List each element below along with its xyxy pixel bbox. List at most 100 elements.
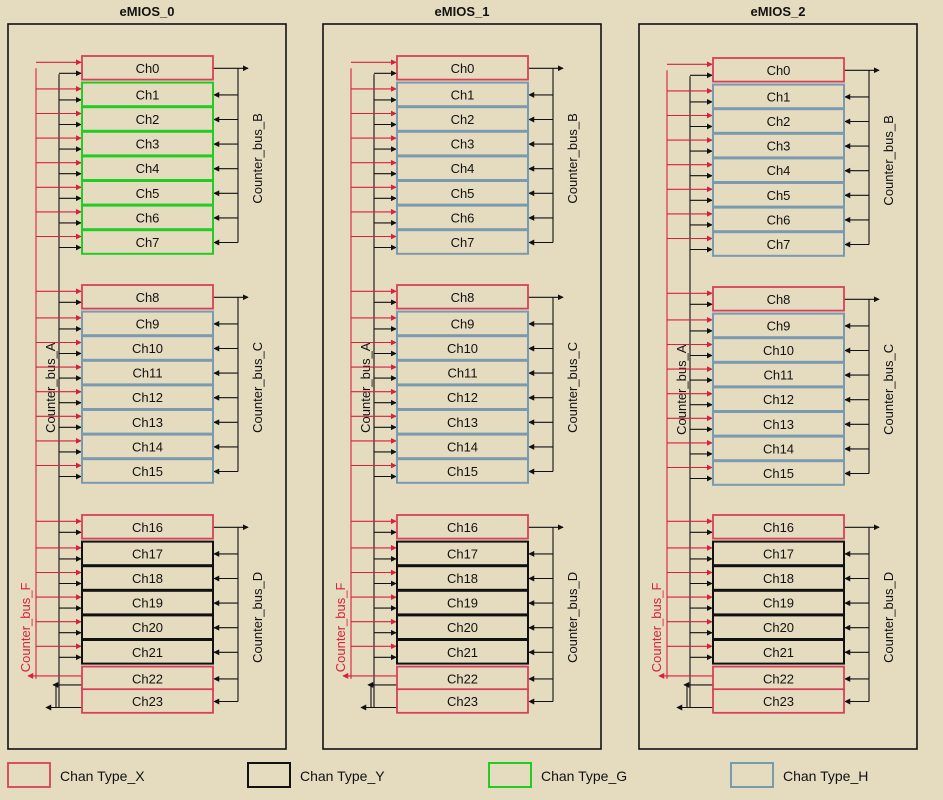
bus-c-label: Counter_bus_C xyxy=(881,344,896,435)
channel-cell xyxy=(712,182,845,208)
channel-label: Ch7 xyxy=(451,235,475,250)
channel-label: Ch19 xyxy=(763,596,794,611)
channel-label: Ch18 xyxy=(447,571,478,586)
channel-label: Ch15 xyxy=(763,466,794,481)
channel-cell xyxy=(396,458,529,484)
legend-swatch xyxy=(488,762,532,788)
legend-item: Chan Type_G xyxy=(488,762,627,788)
channel-label: Ch14 xyxy=(763,441,794,456)
channel-label: Ch0 xyxy=(767,63,791,78)
channel-cell xyxy=(81,55,214,81)
channel-cell xyxy=(81,180,214,206)
bus-f-label: Counter_bus_F xyxy=(649,583,664,673)
channel-label: Ch4 xyxy=(767,163,791,178)
channel-cell xyxy=(81,514,214,540)
legend-label: Chan Type_H xyxy=(783,768,868,784)
channel-cell xyxy=(712,157,845,183)
module-frame xyxy=(638,23,918,750)
bus-f-label: Counter_bus_F xyxy=(333,583,348,673)
channel-cell xyxy=(712,540,845,567)
bus-d-label: Counter_bus_D xyxy=(565,572,580,663)
channel-label: Ch22 xyxy=(763,671,794,686)
channel-label: Ch14 xyxy=(447,439,478,454)
channel-label: Ch11 xyxy=(132,366,162,381)
channel-label: Ch10 xyxy=(132,341,163,356)
channel-label: Ch21 xyxy=(132,645,163,660)
channel-label: Ch21 xyxy=(447,645,478,660)
channel-label: Ch12 xyxy=(447,390,478,405)
channel-label: Ch13 xyxy=(132,415,163,430)
channel-cell xyxy=(396,81,529,108)
channel-label: Ch17 xyxy=(132,546,163,561)
channel-label: Ch17 xyxy=(447,546,478,561)
channel-label: Ch1 xyxy=(767,89,791,104)
bus-c-label: Counter_bus_C xyxy=(565,342,580,433)
channel-cell xyxy=(396,284,529,310)
channel-cell xyxy=(81,688,214,714)
legend-item: Chan Type_Y xyxy=(247,762,385,788)
channel-cell xyxy=(712,514,845,540)
channel-label: Ch11 xyxy=(763,368,793,383)
channel-cell xyxy=(712,108,845,134)
channel-label: Ch23 xyxy=(763,694,794,709)
channel-label: Ch0 xyxy=(451,61,475,76)
channel-cell xyxy=(81,229,214,255)
channel-label: Ch22 xyxy=(447,671,478,686)
bus-d-label: Counter_bus_D xyxy=(250,572,265,663)
channel-label: Ch4 xyxy=(136,161,160,176)
channel-label: Ch7 xyxy=(136,235,160,250)
channel-label: Ch9 xyxy=(136,316,160,331)
module-frame xyxy=(7,23,287,750)
channel-cell xyxy=(712,639,845,665)
channel-cell xyxy=(396,55,529,81)
bus-a-label: Counter_bus_A xyxy=(43,342,58,433)
channel-cell xyxy=(712,286,845,312)
channel-label: Ch18 xyxy=(132,571,163,586)
channel-label: Ch16 xyxy=(132,520,163,535)
bus-a-label: Counter_bus_A xyxy=(674,344,689,435)
module-title: eMIOS_1 xyxy=(435,4,490,19)
module-2: eMIOS_2 Counter_bus_F Counter_bus_A Counter… xyxy=(638,4,918,750)
channel-label: Ch13 xyxy=(447,415,478,430)
bus-d-label: Counter_bus_D xyxy=(881,572,896,663)
channel-label: Ch5 xyxy=(767,188,791,203)
channel-label: Ch16 xyxy=(763,520,794,535)
channel-cell xyxy=(396,639,529,665)
legend-swatch xyxy=(247,762,291,788)
channel-label: Ch5 xyxy=(451,186,475,201)
channel-label: Ch2 xyxy=(136,112,160,127)
channel-cell xyxy=(81,81,214,108)
bus-b-label: Counter_bus_B xyxy=(250,113,265,203)
channel-label: Ch11 xyxy=(447,366,477,381)
channel-label: Ch8 xyxy=(451,290,475,305)
channel-label: Ch19 xyxy=(132,596,163,611)
channel-label: Ch2 xyxy=(767,114,791,129)
channel-label: Ch18 xyxy=(763,571,794,586)
channel-label: Ch13 xyxy=(763,417,794,432)
channel-cell xyxy=(712,83,845,110)
channel-cell xyxy=(396,589,529,616)
channel-cell xyxy=(396,688,529,714)
legend-label: Chan Type_X xyxy=(60,768,145,784)
channel-cell xyxy=(396,540,529,567)
legend-label: Chan Type_G xyxy=(541,768,627,784)
channel-label: Ch0 xyxy=(136,61,160,76)
channel-label: Ch23 xyxy=(132,694,163,709)
channel-label: Ch6 xyxy=(767,212,791,227)
channel-label: Ch15 xyxy=(132,464,163,479)
channel-label: Ch3 xyxy=(136,137,160,152)
channel-label: Ch8 xyxy=(767,292,791,307)
channel-cell xyxy=(712,589,845,616)
channel-cell xyxy=(81,106,214,132)
module-0: eMIOS_0 Counter_bus_F Counter_bus_A Counter… xyxy=(7,4,287,750)
channel-cell xyxy=(396,180,529,206)
channel-label: Ch20 xyxy=(132,620,163,635)
channel-label: Ch1 xyxy=(451,87,475,102)
channel-label: Ch9 xyxy=(767,318,791,333)
channel-label: Ch8 xyxy=(136,290,160,305)
channel-label: Ch1 xyxy=(136,87,160,102)
channel-label: Ch16 xyxy=(447,520,478,535)
channel-label: Ch10 xyxy=(447,341,478,356)
channel-label: Ch22 xyxy=(132,671,163,686)
